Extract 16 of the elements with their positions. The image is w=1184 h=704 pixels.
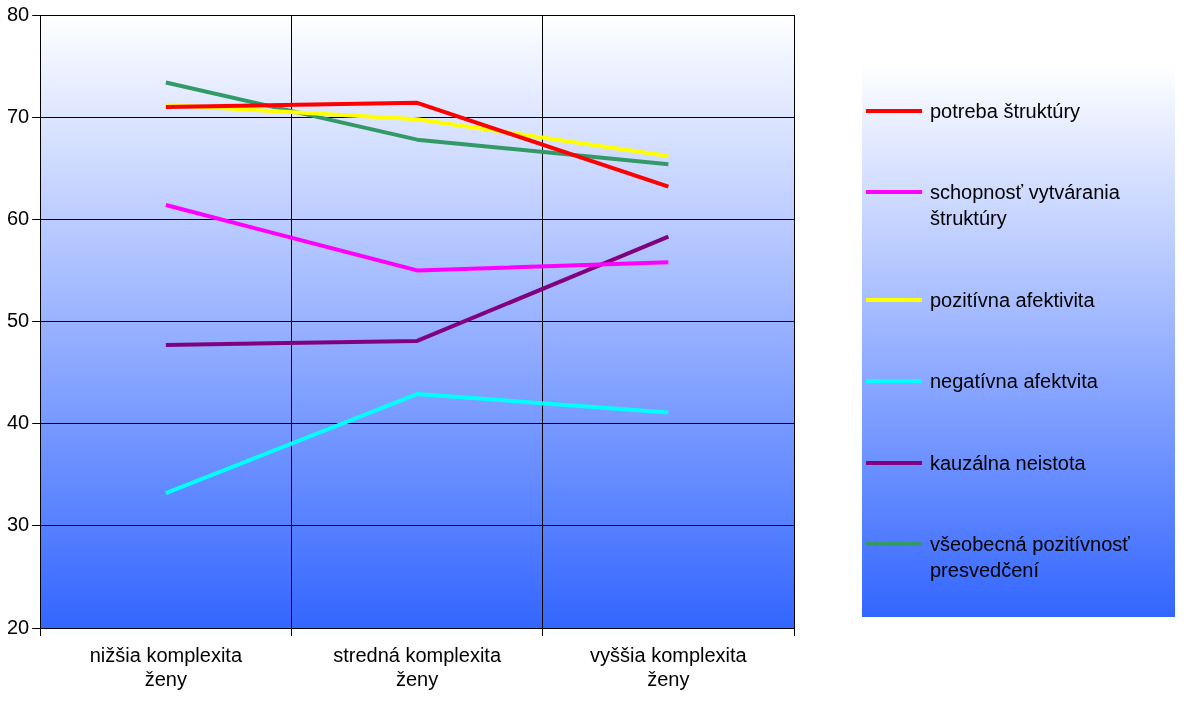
y-tick-label: 20 [7,615,30,638]
y-tick-label: 70 [7,104,30,127]
legend-label: potreba štruktúry [930,98,1082,124]
x-tick-label: stredná komplexita ženy [333,643,502,690]
legend-label: pozitívna afektivita [930,287,1096,313]
x-tick-label: vyššia komplexita ženy [590,643,748,690]
legend-label: všeobecná pozitívnosť presvedčení [930,532,1130,584]
y-tick-label: 60 [7,206,30,229]
legend-label: negatívna afektvita [930,369,1099,395]
x-tick-label: nižšia komplexita ženy [89,643,243,690]
legend-label: kauzálna neistota [930,450,1087,476]
legend-label: schopnosť vytvárania štruktúry [930,180,1121,232]
y-tick-label: 30 [7,513,30,536]
y-tick-label: 80 [7,2,30,25]
y-tick-label: 40 [7,411,30,434]
y-tick-label: 50 [7,309,30,332]
